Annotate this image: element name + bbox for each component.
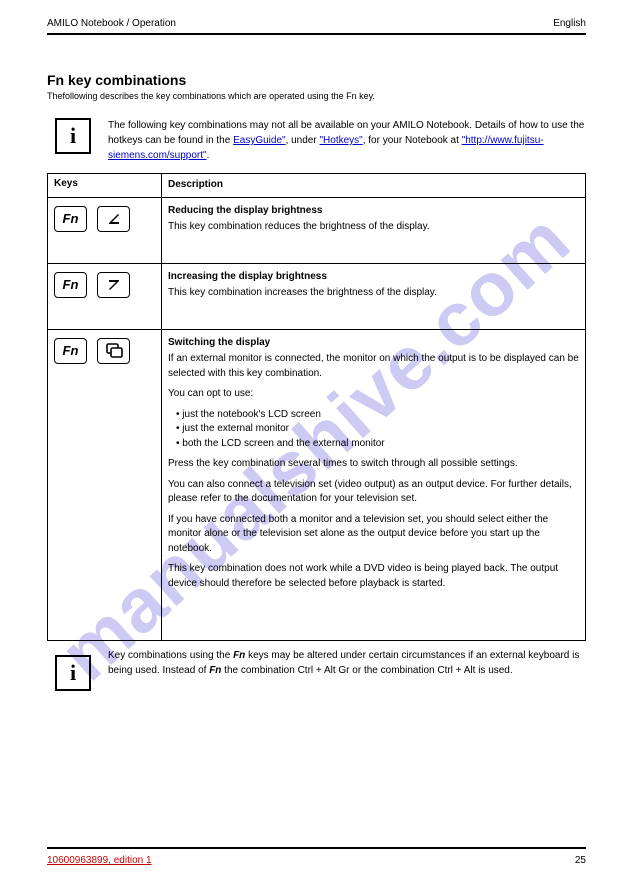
display-switch-key-icon [97,338,130,364]
row-p5: If you have connected both a monitor and… [168,513,579,557]
info-note-2: Key combinations using the Fn keys may b… [108,648,586,678]
row-p2: You can opt to use: [168,387,579,402]
table-row: Fn Switching the display If an external … [48,330,585,640]
table-header-keys: Keys [48,174,162,197]
info-i-icon: i [70,660,76,686]
top-rule [47,33,586,35]
info-note-1: The following key combinations may not a… [108,118,586,163]
row-title: Switching the display [168,336,579,351]
info1-text-mid: , under [286,135,320,146]
table-header-desc: Description [162,174,585,197]
row-p6: This key combination does not work while… [168,562,579,591]
row-bullet2: • just the external monitor [176,422,579,437]
row-title: Reducing the display brightness [168,204,579,219]
bottom-rule [47,847,586,849]
desc-cell: Increasing the display brightness This k… [162,264,585,329]
header-right: English [553,18,586,29]
fn-inline-label: Fn [209,665,221,676]
fn-key-icon: Fn [54,272,87,298]
footer-page-number: 25 [575,855,586,866]
row-title: Increasing the display brightness [168,270,579,285]
info-box-icon: i [55,118,91,154]
key-cell: Fn [48,264,162,329]
arrow-down-left-key-icon [97,206,130,232]
fn-key-icon: Fn [54,338,87,364]
fn-inline-label: Fn [233,650,245,661]
section-title: Fn key combinations [47,72,186,88]
info-i-icon: i [70,123,76,149]
info2-before: Key combinations using the [108,650,233,661]
row-p4: You can also connect a television set (v… [168,478,579,507]
easyguide-link[interactable]: EasyGuide" [233,135,285,146]
table-row: Fn Increasing the display brightness Thi… [48,264,585,330]
fn-key-icon: Fn [54,206,87,232]
hotkeys-table: Keys Description Fn Reducing the display… [47,173,586,641]
info-box-icon: i [55,655,91,691]
arrow-up-right-key-icon [97,272,130,298]
row-body: This key combination reduces the brightn… [168,220,579,235]
desc-cell: Switching the display If an external mon… [162,330,585,640]
info2-end: the combination Ctrl + Alt Gr or the com… [221,665,512,676]
row-p3: Press the key combination several times … [168,457,579,472]
table-header-row: Keys Description [48,174,585,198]
row-bullet3: • both the LCD screen and the external m… [176,437,579,452]
key-pair: Fn [54,206,155,232]
footer-doc-id[interactable]: 10600963899, edition 1 [47,855,152,866]
info1-text-after: . [207,150,210,161]
section-subtitle: Thefollowing describes the key combinati… [47,91,375,101]
key-pair: Fn [54,338,155,364]
info1-text-mid2: , for your Notebook at [363,135,462,146]
key-pair: Fn [54,272,155,298]
page-header: AMILO Notebook / Operation English [47,18,586,29]
row-p1: If an external monitor is connected, the… [168,352,579,381]
table-row: Fn Reducing the display brightness This … [48,198,585,264]
key-cell: Fn [48,330,162,640]
row-bullet1: • just the notebook's LCD screen [176,408,579,423]
hotkeys-link[interactable]: "Hotkeys" [319,135,362,146]
key-cell: Fn [48,198,162,263]
desc-cell: Reducing the display brightness This key… [162,198,585,263]
page-footer: 10600963899, edition 1 25 [47,855,586,866]
page: manualshive.com AMILO Notebook / Operati… [0,0,630,893]
header-left: AMILO Notebook / Operation [47,18,176,29]
row-body: This key combination increases the brigh… [168,286,579,301]
